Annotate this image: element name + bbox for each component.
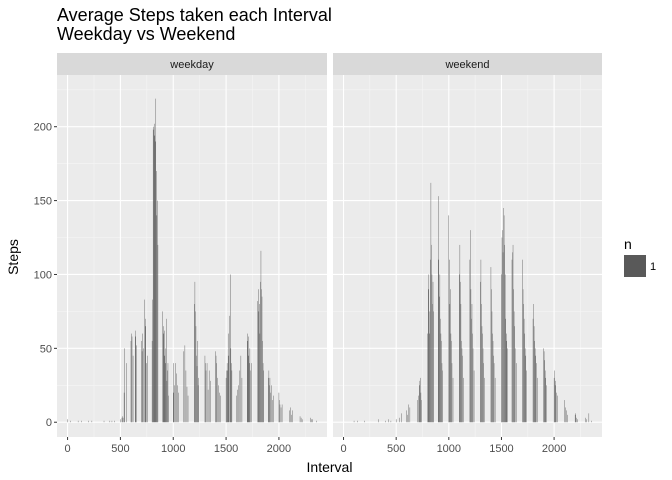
panel-background	[333, 75, 602, 437]
legend-key-swatch	[624, 255, 646, 277]
y-tick-label: 100	[34, 269, 52, 281]
x-tick-label: 1500	[489, 443, 513, 455]
x-tick-label: 1000	[161, 443, 185, 455]
x-tick-label: 2000	[267, 443, 291, 455]
facet-strip-label: weekday	[169, 59, 214, 71]
x-tick-label: 1000	[437, 443, 461, 455]
x-tick-label: 2000	[542, 443, 566, 455]
y-axis-title: Steps	[5, 239, 21, 275]
y-tick-label: 200	[34, 122, 52, 134]
y-axis: 0 50 100 150 200	[34, 122, 57, 429]
facet-strip	[57, 53, 327, 75]
panel-background	[57, 75, 327, 437]
y-tick-label: 0	[46, 417, 52, 429]
chart-title-line-2: Weekday vs Weekend	[57, 24, 235, 44]
legend-title: n	[624, 236, 632, 252]
x-tick-label: 1500	[214, 443, 238, 455]
chart-title-line-1: Average Steps taken each Interval	[57, 5, 332, 25]
x-tick-label: 0	[65, 443, 71, 455]
x-axis-title: Interval	[307, 459, 353, 475]
x-tick-label: 0	[340, 443, 346, 455]
facet-panels: weekday 0 500 1000 1500 2000 weekend 0 500 1000 15…	[57, 53, 602, 455]
y-tick-label: 50	[40, 343, 52, 355]
x-tick-label: 500	[387, 443, 405, 455]
y-tick-label: 150	[34, 196, 52, 208]
legend: n 1	[624, 236, 656, 277]
facet-strip-label: weekend	[444, 59, 489, 71]
panel-weekend: weekend 0 500 1000 1500 2000	[333, 53, 602, 455]
panel-weekday: weekday 0 500 1000 1500 2000	[57, 53, 327, 455]
x-tick-label: 500	[111, 443, 129, 455]
facet-strip	[333, 53, 602, 75]
legend-entry-label: 1	[650, 261, 656, 273]
